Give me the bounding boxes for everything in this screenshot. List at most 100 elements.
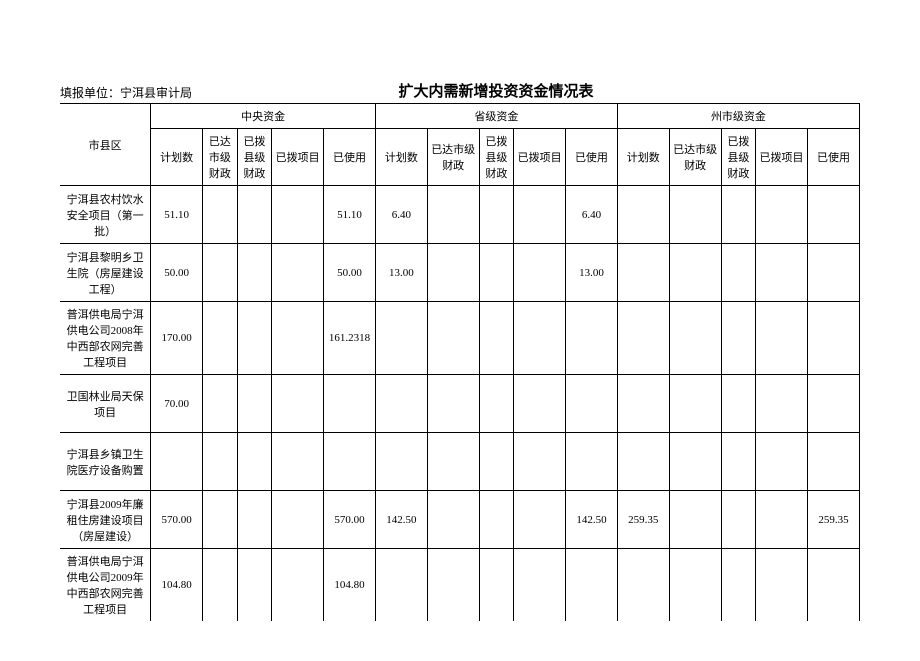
cell-s_used: 259.35 xyxy=(807,491,859,549)
cell-p_city xyxy=(427,302,479,375)
cell-s_plan xyxy=(617,375,669,433)
cell-c_city xyxy=(203,549,238,622)
cell-s_plan: 259.35 xyxy=(617,491,669,549)
cell-s_city xyxy=(669,491,721,549)
row-name: 宁洱县2009年廉租住房建设项目（房屋建设） xyxy=(60,491,151,549)
cell-p_county xyxy=(479,375,514,433)
group-header-central: 中央资金 xyxy=(151,104,376,129)
cell-c_proj xyxy=(272,244,324,302)
cell-s_county xyxy=(721,186,756,244)
col-header: 计划数 xyxy=(151,129,203,186)
cell-p_proj xyxy=(514,375,566,433)
col-header: 已拨县级财政 xyxy=(237,129,272,186)
cell-s_used xyxy=(807,433,859,491)
cell-c_proj xyxy=(272,375,324,433)
cell-c_county xyxy=(237,244,272,302)
cell-s_proj xyxy=(756,186,808,244)
cell-c_used: 51.10 xyxy=(324,186,376,244)
cell-c_proj xyxy=(272,433,324,491)
col-header: 已拨项目 xyxy=(514,129,566,186)
row-name: 普洱供电局宁洱供电公司2008年中西部农网完善工程项目 xyxy=(60,302,151,375)
table-row: 卫国林业局天保项目70.00 xyxy=(60,375,860,433)
cell-c_plan: 170.00 xyxy=(151,302,203,375)
table-row: 宁洱县2009年廉租住房建设项目（房屋建设）570.00570.00142.50… xyxy=(60,491,860,549)
cell-p_used xyxy=(566,302,618,375)
cell-s_city xyxy=(669,433,721,491)
cell-s_proj xyxy=(756,244,808,302)
row-name: 宁洱县乡镇卫生院医疗设备购置 xyxy=(60,433,151,491)
cell-c_county xyxy=(237,375,272,433)
cell-c_proj xyxy=(272,491,324,549)
col-header: 已使用 xyxy=(807,129,859,186)
table-row: 普洱供电局宁洱供电公司2008年中西部农网完善工程项目170.00161.231… xyxy=(60,302,860,375)
cell-s_county xyxy=(721,433,756,491)
cell-s_county xyxy=(721,491,756,549)
row-name: 宁洱县农村饮水安全项目（第一批） xyxy=(60,186,151,244)
table-body: 宁洱县农村饮水安全项目（第一批）51.1051.106.406.40宁洱县黎明乡… xyxy=(60,186,860,622)
cell-p_proj xyxy=(514,302,566,375)
cell-c_city xyxy=(203,244,238,302)
cell-p_plan xyxy=(375,375,427,433)
cell-p_county xyxy=(479,433,514,491)
cell-s_county xyxy=(721,549,756,622)
cell-s_proj xyxy=(756,433,808,491)
cell-c_county xyxy=(237,433,272,491)
col-header: 已拨县级财政 xyxy=(721,129,756,186)
group-header-prefecture: 州市级资金 xyxy=(617,104,859,129)
cell-s_proj xyxy=(756,375,808,433)
cell-p_used: 142.50 xyxy=(566,491,618,549)
cell-c_proj xyxy=(272,186,324,244)
cell-p_city xyxy=(427,186,479,244)
cell-c_city xyxy=(203,491,238,549)
cell-s_used xyxy=(807,302,859,375)
cell-c_plan: 50.00 xyxy=(151,244,203,302)
cell-s_used xyxy=(807,375,859,433)
cell-p_proj xyxy=(514,244,566,302)
cell-c_used: 570.00 xyxy=(324,491,376,549)
group-header-province: 省级资金 xyxy=(375,104,617,129)
cell-s_plan xyxy=(617,433,669,491)
cell-c_used xyxy=(324,375,376,433)
col-header: 已拨项目 xyxy=(756,129,808,186)
cell-s_proj xyxy=(756,549,808,622)
cell-c_proj xyxy=(272,302,324,375)
cell-s_used xyxy=(807,244,859,302)
cell-p_plan: 13.00 xyxy=(375,244,427,302)
cell-c_used: 104.80 xyxy=(324,549,376,622)
cell-p_plan xyxy=(375,549,427,622)
cell-p_proj xyxy=(514,186,566,244)
cell-p_city xyxy=(427,244,479,302)
cell-c_used xyxy=(324,433,376,491)
cell-c_plan xyxy=(151,433,203,491)
cell-c_county xyxy=(237,186,272,244)
page-title: 扩大内需新增投资资金情况表 xyxy=(132,80,860,101)
cell-c_county xyxy=(237,491,272,549)
table-row: 普洱供电局宁洱供电公司2009年中西部农网完善工程项目104.80104.80 xyxy=(60,549,860,622)
cell-c_county xyxy=(237,549,272,622)
cell-c_city xyxy=(203,433,238,491)
cell-p_county xyxy=(479,186,514,244)
cell-p_proj xyxy=(514,549,566,622)
table-row: 宁洱县乡镇卫生院医疗设备购置 xyxy=(60,433,860,491)
cell-c_city xyxy=(203,375,238,433)
col-header-name: 市县区 xyxy=(60,104,151,186)
cell-p_plan xyxy=(375,302,427,375)
cell-s_county xyxy=(721,244,756,302)
col-header: 计划数 xyxy=(375,129,427,186)
col-header: 已达市级财政 xyxy=(203,129,238,186)
cell-c_plan: 104.80 xyxy=(151,549,203,622)
cell-s_city xyxy=(669,375,721,433)
cell-p_city xyxy=(427,433,479,491)
cell-s_proj xyxy=(756,302,808,375)
col-header: 已达市级财政 xyxy=(669,129,721,186)
col-header: 计划数 xyxy=(617,129,669,186)
cell-s_proj xyxy=(756,491,808,549)
cell-s_county xyxy=(721,302,756,375)
cell-c_city xyxy=(203,302,238,375)
col-header: 已拨县级财政 xyxy=(479,129,514,186)
cell-p_used xyxy=(566,549,618,622)
row-name: 宁洱县黎明乡卫生院（房屋建设工程） xyxy=(60,244,151,302)
cell-p_city xyxy=(427,375,479,433)
cell-s_used xyxy=(807,186,859,244)
cell-s_plan xyxy=(617,302,669,375)
